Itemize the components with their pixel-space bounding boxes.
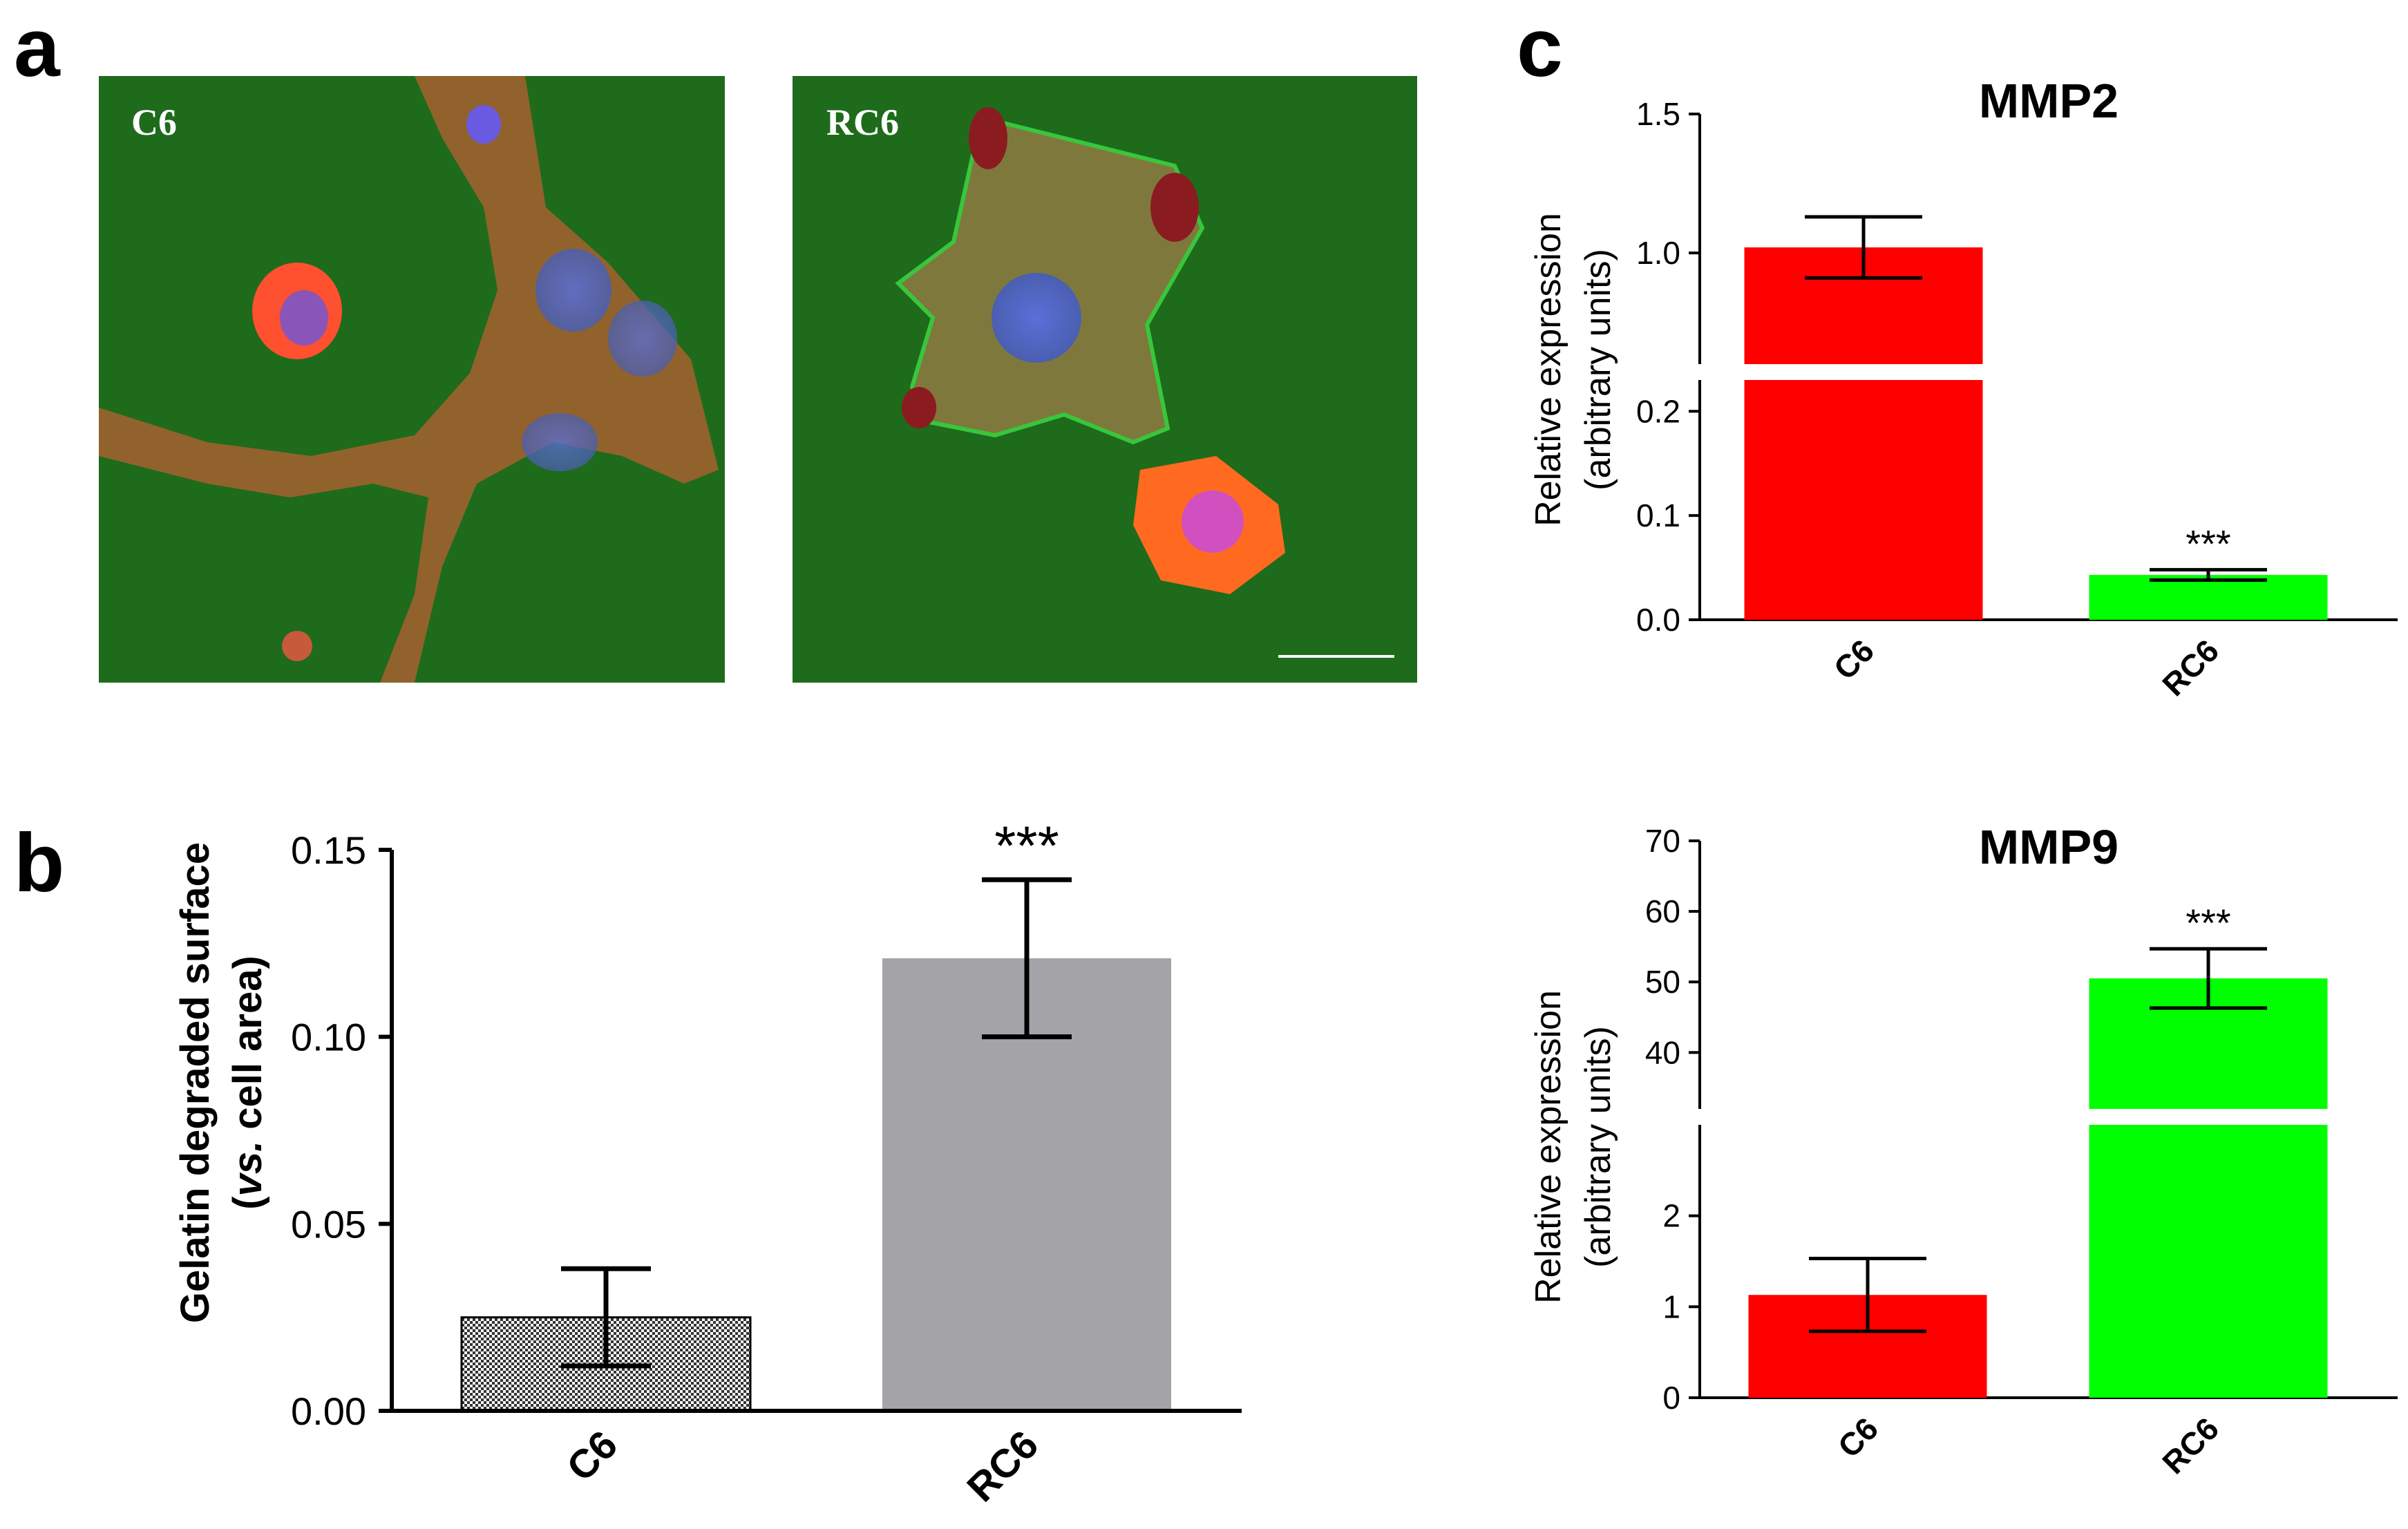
chart-mmp9-ylabel-line2: (arbitrary units) bbox=[1578, 1026, 1618, 1268]
chart-mmp2-ytick-label: 0.2 bbox=[1636, 393, 1680, 429]
chart-mmp2-ytick-label: 0.0 bbox=[1636, 602, 1680, 638]
chart-mmp2-bar-c6-lower bbox=[1744, 380, 1983, 620]
chart-mmp2-significance: *** bbox=[2186, 522, 2230, 566]
chart-b-xtick-label: RC6 bbox=[958, 1422, 1047, 1510]
chart-mmp2-ytick-label: 0.1 bbox=[1636, 497, 1680, 533]
chart-mmp2-ytick-label: 1.0 bbox=[1636, 235, 1680, 271]
chart-mmp2-ylabel-line2: (arbitrary units) bbox=[1578, 249, 1618, 491]
chart-b-ytick-label: 0.10 bbox=[291, 1016, 366, 1059]
chart-mmp9-title: MMP9 bbox=[1979, 820, 2118, 874]
chart-mmp2-ytick-label: 1.5 bbox=[1636, 96, 1680, 132]
micrograph-rc6: RC6 bbox=[793, 76, 1417, 683]
chart-mmp2-xtick-label: C6 bbox=[1827, 632, 1881, 686]
chart-b-ytick-label: 0.15 bbox=[291, 828, 366, 872]
micrograph-rc6-label: RC6 bbox=[826, 102, 899, 143]
panel-label-c: c bbox=[1517, 1, 1563, 94]
chart-b-ylabel-line2: (vs. cell area) bbox=[225, 956, 270, 1210]
chart-mmp9-xtick-label: C6 bbox=[1831, 1410, 1885, 1464]
chart-mmp9-ylabel-line1: Relative expression bbox=[1528, 990, 1568, 1304]
chart-mmp9-ytick-label: 1 bbox=[1662, 1289, 1680, 1324]
chart-mmp9-ytick-label: 70 bbox=[1645, 823, 1680, 859]
micrograph-c6: C6 bbox=[99, 76, 725, 683]
chart-mmp9-xtick-label: RC6 bbox=[2155, 1410, 2226, 1481]
chart-mmp9-ytick-label: 40 bbox=[1645, 1034, 1680, 1070]
micrograph-c6-label: C6 bbox=[131, 102, 177, 143]
chart-b-significance: *** bbox=[994, 815, 1059, 876]
chart-mmp9-ytick-label: 0 bbox=[1662, 1380, 1680, 1416]
chart-gelatin-degradation: Gelatin degraded surface (vs. cell area)… bbox=[173, 815, 1242, 1510]
panel-label-b: b bbox=[14, 817, 64, 909]
panel-label-a: a bbox=[14, 1, 61, 94]
chart-mmp2-xtick-label: RC6 bbox=[2155, 632, 2226, 703]
chart-mmp2: MMP2 Relative expression (arbitrary unit… bbox=[1528, 74, 2398, 703]
chart-mmp9: MMP9 Relative expression (arbitrary unit… bbox=[1528, 820, 2398, 1481]
chart-b-ytick-label: 0.00 bbox=[291, 1389, 366, 1433]
chart-mmp2-bar-rc6 bbox=[2089, 575, 2328, 620]
chart-mmp9-significance: *** bbox=[2186, 901, 2230, 944]
chart-mmp9-bar-rc6-lower bbox=[2089, 1125, 2328, 1398]
chart-mmp2-title: MMP2 bbox=[1979, 74, 2118, 128]
chart-b-xtick-label: C6 bbox=[558, 1422, 626, 1490]
chart-b-ytick-label: 0.05 bbox=[291, 1202, 366, 1246]
chart-mmp9-ytick-label: 50 bbox=[1645, 964, 1680, 1000]
chart-b-ylabel-line1: Gelatin degraded surface bbox=[173, 842, 218, 1323]
chart-mmp2-ylabel-line1: Relative expression bbox=[1528, 213, 1568, 526]
chart-mmp9-ytick-label: 2 bbox=[1662, 1198, 1680, 1234]
chart-mmp9-ytick-label: 60 bbox=[1645, 893, 1680, 929]
